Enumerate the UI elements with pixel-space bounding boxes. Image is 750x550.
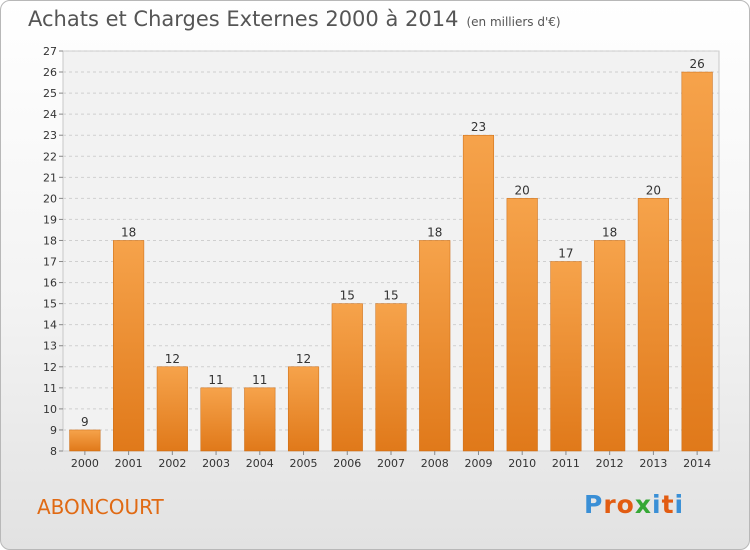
y-tick-label: 10: [43, 403, 57, 416]
y-tick-label: 9: [50, 424, 57, 437]
y-tick-label: 20: [43, 192, 57, 205]
x-tick-label: 2010: [508, 457, 536, 470]
bar: [462, 134, 495, 452]
x-tick-label: 2013: [639, 457, 667, 470]
location-label: ABONCOURT: [37, 495, 164, 519]
logo-letter: t: [661, 490, 675, 519]
data-label: 11: [208, 373, 223, 387]
x-tick-label: 2011: [552, 457, 580, 470]
data-label: 9: [81, 415, 89, 429]
bar: [419, 240, 451, 452]
chart-unit: (en milliers d'€): [466, 15, 561, 29]
y-tick-label: 23: [43, 129, 57, 142]
bar: [594, 240, 626, 452]
logo-letter: o: [616, 490, 635, 519]
bar: [506, 198, 538, 452]
y-tick-label: 27: [43, 45, 57, 58]
bar: [681, 71, 713, 452]
bar: [287, 366, 320, 452]
chart-title: Achats et Charges Externes 2000 à 2014: [28, 7, 459, 31]
y-tick-label: 26: [43, 66, 57, 79]
x-tick-label: 2005: [290, 457, 318, 470]
data-label: 12: [296, 352, 311, 366]
data-label: 26: [689, 57, 704, 71]
logo-letter: i: [652, 490, 662, 519]
data-label: 23: [471, 120, 486, 134]
y-tick-label: 8: [50, 445, 57, 458]
y-tick-label: 12: [43, 361, 57, 374]
bar: [69, 429, 101, 452]
data-label: 17: [558, 247, 573, 261]
data-label: 18: [602, 225, 617, 239]
x-tick-label: 2006: [333, 457, 361, 470]
bar: [331, 303, 363, 452]
y-tick-label: 19: [43, 213, 57, 226]
data-label: 11: [252, 373, 267, 387]
proxiti-logo: Proxiti: [584, 490, 684, 519]
data-label: 20: [515, 183, 530, 197]
data-label: 15: [340, 289, 355, 303]
y-tick-label: 11: [43, 382, 57, 395]
y-tick-label: 18: [43, 234, 57, 247]
bar: [550, 261, 582, 452]
x-tick-label: 2003: [202, 457, 230, 470]
y-tick-label: 17: [43, 256, 57, 269]
x-tick-label: 2007: [377, 457, 405, 470]
x-tick-label: 2014: [683, 457, 711, 470]
y-tick-label: 13: [43, 340, 57, 353]
bar: [156, 366, 188, 452]
chart-title-block: Achats et Charges Externes 2000 à 2014 (e…: [28, 7, 561, 31]
bar: [200, 387, 232, 452]
x-tick-label: 2001: [115, 457, 143, 470]
bar: [637, 198, 669, 452]
x-tick-label: 2002: [158, 457, 186, 470]
bar: [375, 303, 407, 452]
y-tick-label: 16: [43, 277, 57, 290]
bar: [244, 387, 276, 452]
logo-letter: x: [634, 490, 652, 519]
data-label: 20: [646, 183, 661, 197]
data-label: 15: [383, 289, 398, 303]
logo-letter: i: [674, 490, 685, 519]
x-tick-label: 2009: [464, 457, 492, 470]
y-tick-label: 21: [43, 171, 57, 184]
x-tick-label: 2008: [421, 457, 449, 470]
x-tick-label: 2012: [596, 457, 624, 470]
y-tick-label: 24: [43, 108, 57, 121]
bar: [113, 240, 145, 452]
y-tick-label: 14: [43, 319, 57, 332]
data-label: 18: [121, 225, 136, 239]
x-tick-label: 2000: [71, 457, 99, 470]
data-label: 12: [165, 352, 180, 366]
logo-letter: P: [584, 490, 604, 519]
y-tick-label: 25: [43, 87, 57, 100]
data-label: 18: [427, 225, 442, 239]
y-tick-label: 15: [43, 298, 57, 311]
y-tick-label: 22: [43, 150, 57, 163]
logo-letter: r: [603, 490, 617, 519]
x-tick-label: 2004: [246, 457, 274, 470]
